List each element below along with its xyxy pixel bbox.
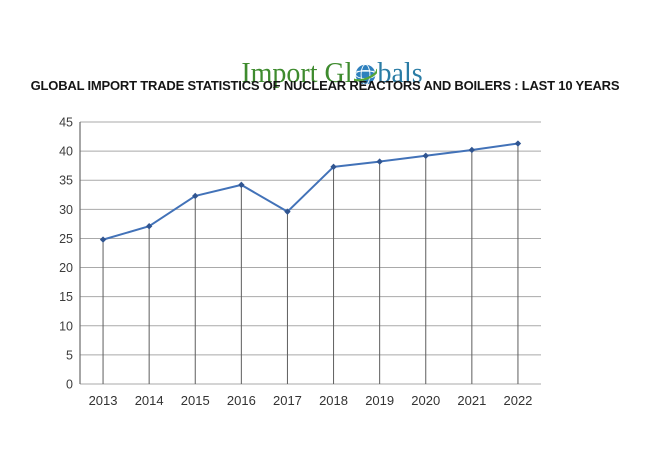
x-tick-label: 2015 (181, 393, 210, 408)
x-tick-label: 2018 (319, 393, 348, 408)
x-tick-label: 2017 (273, 393, 302, 408)
x-tick-label: 2016 (227, 393, 256, 408)
y-tick-label: 0 (66, 378, 73, 392)
y-tick-label: 10 (59, 319, 73, 333)
x-tick-label: 2014 (135, 393, 164, 408)
x-tick-label: 2021 (457, 393, 486, 408)
data-line (102, 142, 519, 241)
y-tick-label: 20 (59, 261, 73, 275)
data-point-marker (238, 181, 245, 189)
y-tick-label: 25 (59, 232, 73, 246)
data-point-marker (376, 158, 383, 165)
logo: Import Gl bals (0, 29, 650, 89)
data-point-marker (192, 192, 199, 200)
data-point-marker (330, 163, 337, 171)
data-point-marker (422, 152, 429, 159)
x-tick-label: 2013 (89, 393, 118, 408)
chart-svg: 0 5 10 15 20 25 30 35 40 45 2013 2014 2015 2016 2017 20… (59, 116, 541, 408)
y-tick-label: 5 (66, 348, 73, 362)
globe-icon (353, 64, 377, 85)
data-point-marker (514, 140, 522, 147)
y-tick-label: 15 (59, 290, 73, 304)
x-tick-label: 2020 (411, 393, 440, 408)
y-tick-label: 45 (59, 116, 73, 130)
x-tick-label: 2019 (365, 393, 394, 408)
y-tick-label: 30 (59, 203, 73, 217)
data-point-marker (99, 236, 107, 243)
x-tick-label: 2022 (503, 393, 532, 408)
line-chart: 0 5 10 15 20 25 30 35 40 45 2013 2014 2015 2016 2017 20… (0, 105, 650, 440)
data-point-marker (145, 223, 153, 230)
page-title: GLOBAL IMPORT TRADE STATISTICS OF NUCLEA… (30, 78, 620, 93)
globe-longitude-line (360, 64, 370, 85)
data-point-marker (468, 146, 476, 154)
y-tick-label: 35 (59, 174, 73, 188)
y-tick-label: 40 (59, 145, 73, 159)
data-point-marker (284, 208, 291, 215)
globe-swoosh (353, 68, 377, 82)
logo-text-import-gl: Import Gl (241, 58, 353, 89)
logo-text-bals: bals (377, 58, 423, 89)
